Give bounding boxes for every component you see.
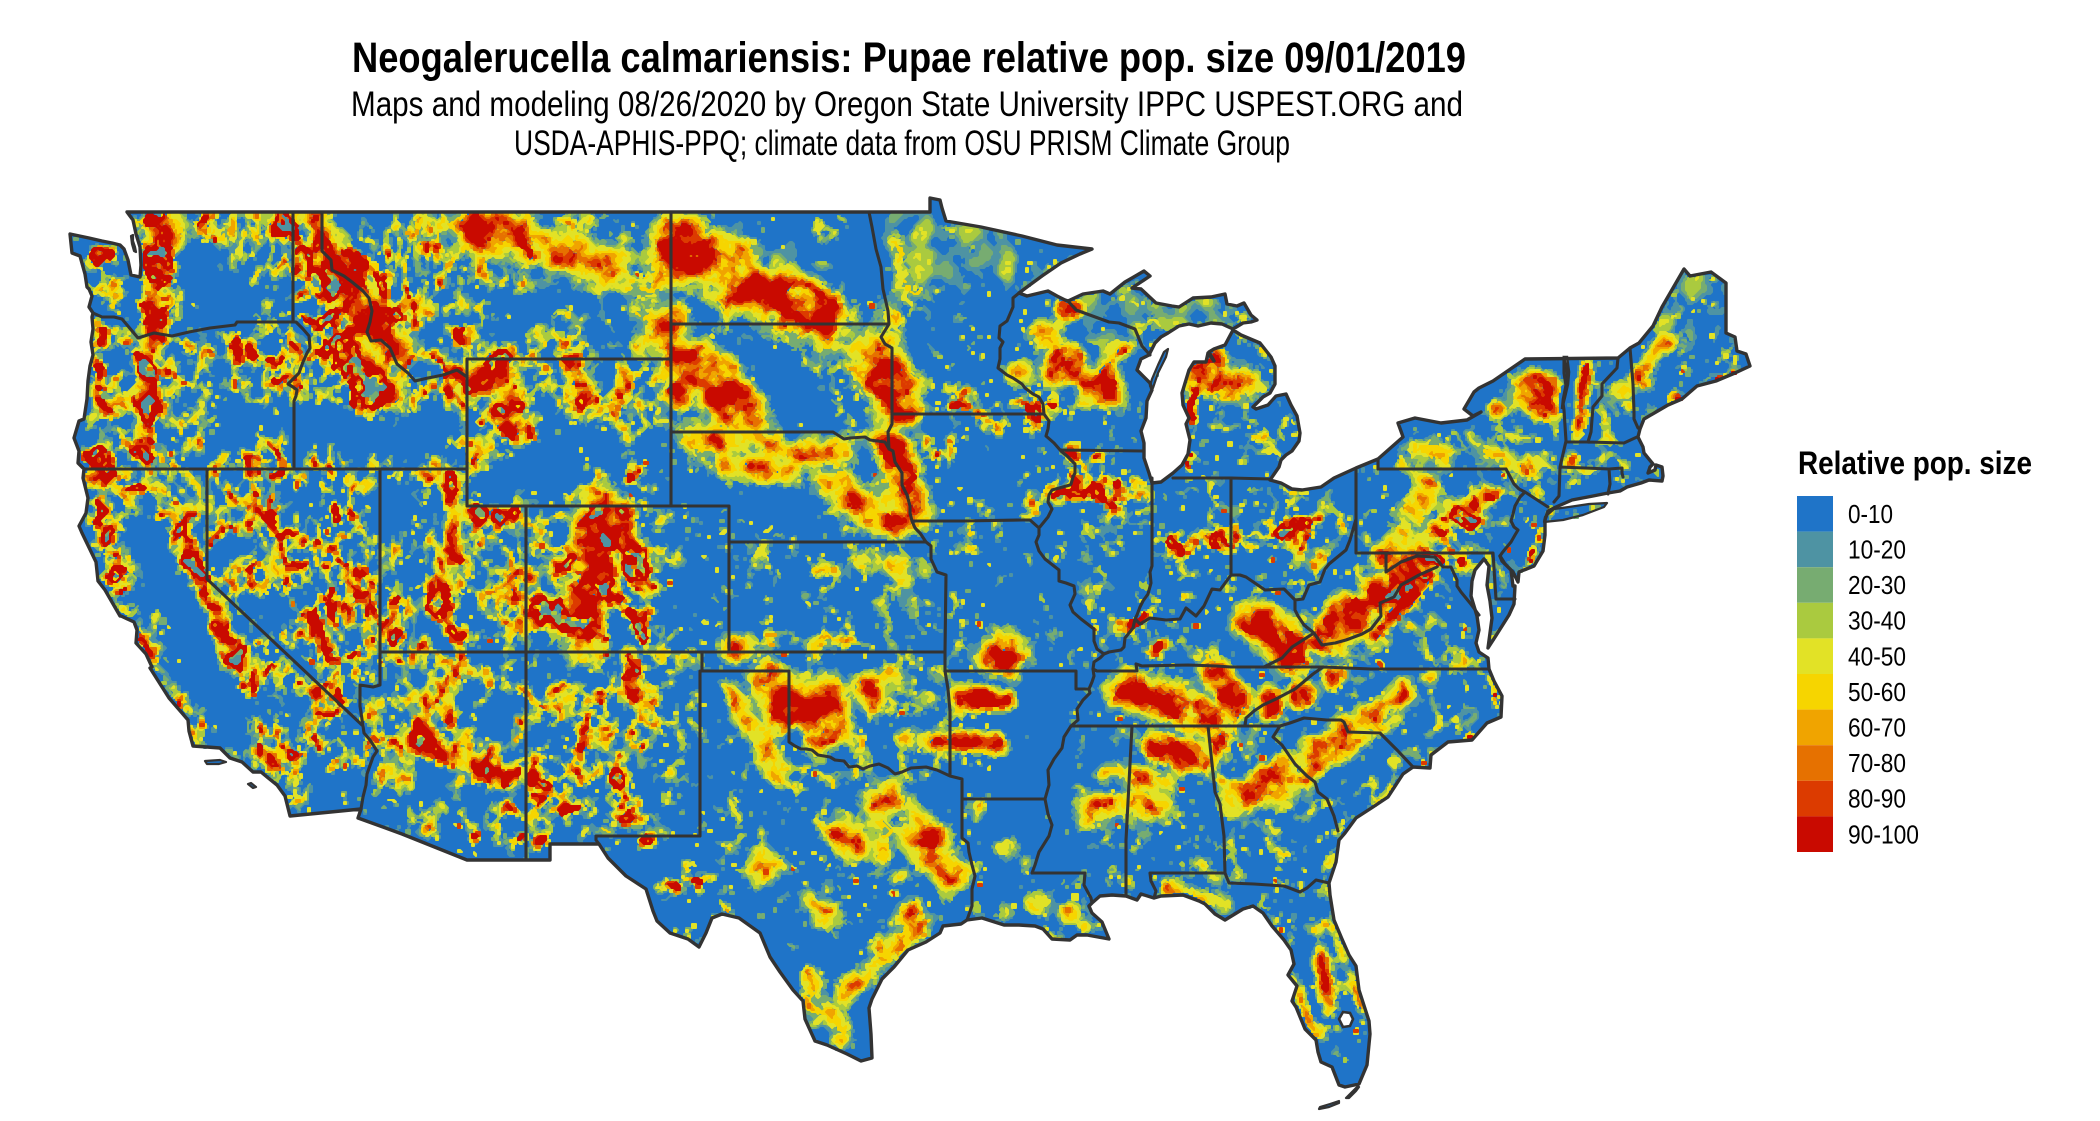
svg-text:70-80: 70-80: [1848, 748, 1906, 778]
svg-text:USDA-APHIS-PPQ; climate data f: USDA-APHIS-PPQ; climate data from OSU PR…: [514, 124, 1290, 163]
svg-text:90-100: 90-100: [1848, 819, 1919, 849]
svg-text:30-40: 30-40: [1848, 606, 1906, 636]
svg-text:60-70: 60-70: [1848, 713, 1906, 743]
svg-text:40-50: 40-50: [1848, 641, 1906, 671]
svg-text:0-10: 0-10: [1848, 499, 1893, 529]
svg-text:10-20: 10-20: [1848, 535, 1906, 565]
svg-text:20-30: 20-30: [1848, 570, 1906, 600]
svg-text:Neogalerucella calmariensis: P: Neogalerucella calmariensis: Pupae relat…: [352, 34, 1466, 82]
svg-text:Relative pop. size: Relative pop. size: [1798, 445, 2032, 481]
svg-text:80-90: 80-90: [1848, 784, 1906, 814]
svg-text:50-60: 50-60: [1848, 677, 1906, 707]
svg-text:Maps and modeling 08/26/2020 b: Maps and modeling 08/26/2020 by Oregon S…: [351, 85, 1463, 124]
